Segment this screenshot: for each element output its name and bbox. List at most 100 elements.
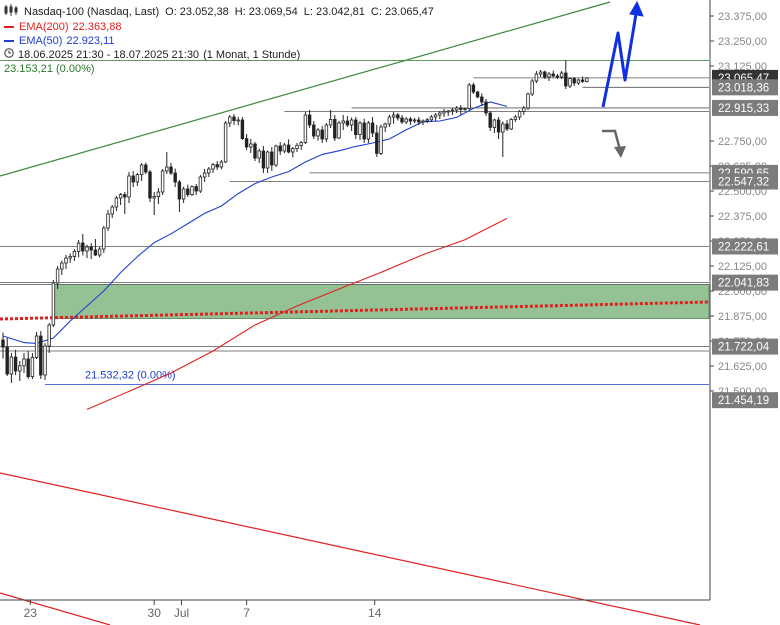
candle — [236, 117, 240, 125]
candle-body-up — [446, 110, 450, 113]
candle — [72, 249, 77, 261]
candle — [471, 82, 476, 94]
candle-body-up — [30, 356, 35, 377]
candle — [341, 115, 345, 130]
candle-body-down — [5, 346, 9, 375]
candle-body-down — [551, 73, 555, 77]
candle-body-down — [555, 75, 560, 78]
candle — [207, 167, 211, 177]
candle — [265, 150, 270, 173]
close-value: C: 23.065,47 — [370, 6, 434, 18]
candle — [417, 117, 421, 125]
candle — [223, 121, 228, 163]
candle-body-up — [412, 119, 417, 122]
candle-body-down — [186, 188, 190, 195]
candle — [446, 110, 450, 116]
candle — [148, 170, 152, 202]
candle-body-up — [64, 257, 68, 264]
candle — [76, 240, 81, 258]
candle-body-down — [123, 194, 127, 198]
candle — [551, 70, 555, 78]
candle — [118, 193, 123, 205]
candle — [43, 343, 47, 380]
candle-body-down — [354, 119, 358, 136]
candle — [26, 351, 30, 379]
candle-body-up — [517, 111, 522, 118]
candle — [160, 169, 165, 195]
ref-legend: 23.153,21 (0.00%) — [4, 62, 440, 76]
candles-icon — [4, 4, 18, 20]
candle-body-down — [505, 123, 509, 130]
candle-body-up — [316, 129, 320, 137]
level-label-box — [712, 79, 778, 96]
candle-body-up — [223, 122, 228, 163]
price-levels-layer: 21.532,32 (0.00%) — [0, 59, 709, 385]
candle-body-up — [337, 122, 341, 139]
projection-down-line — [602, 129, 622, 151]
ref-label: 23.153,21 (0.00%) — [4, 63, 95, 75]
candle-body-up — [97, 248, 102, 256]
candle — [505, 120, 509, 131]
candle-body-up — [421, 120, 425, 123]
candle-body-up — [513, 116, 518, 120]
candle-body-up — [450, 109, 455, 112]
ema50-legend: EMA(50) 22.923,11 — [4, 34, 440, 48]
ema200-swatch — [4, 26, 14, 28]
candle-body-up — [110, 206, 114, 215]
candle-body-down — [345, 120, 350, 126]
candle — [156, 188, 161, 204]
candle-body-up — [358, 122, 362, 136]
candle — [547, 72, 551, 81]
low-value: L: 23.042,81 — [303, 6, 365, 18]
candle — [181, 186, 186, 203]
candle — [316, 128, 320, 141]
candle-body-up — [291, 148, 295, 153]
ema50-swatch — [4, 40, 14, 42]
candle-body-down — [173, 172, 177, 183]
candle-body-up — [509, 119, 513, 130]
candle — [34, 332, 39, 359]
candle-body-up — [299, 142, 303, 146]
candle — [396, 113, 400, 121]
time-tick-label: 23 — [24, 606, 38, 620]
level-label-box — [712, 173, 778, 190]
candle-body-up — [467, 84, 471, 110]
candle-body-down — [496, 119, 501, 133]
candle — [47, 323, 51, 353]
projection-arrows-layer — [601, 0, 644, 158]
candle — [421, 119, 425, 125]
level-label-box — [712, 392, 778, 409]
candle-body-up — [404, 118, 408, 123]
candle — [18, 361, 22, 381]
interval-label: (1 Monat, 1 Stunde) — [203, 49, 301, 61]
candle-body-up — [282, 144, 287, 152]
candle-body-up — [576, 79, 581, 84]
candle — [312, 121, 316, 139]
candle-body-down — [13, 356, 18, 372]
candle — [257, 148, 261, 163]
candle — [337, 120, 341, 139]
price-tick-label: 23.375,00 — [718, 11, 767, 23]
candle-body-up — [526, 93, 530, 109]
ohlc-row: Nasdaq-100 (Nasdaq, Last) O: 23.052,38 H… — [4, 4, 440, 20]
candle-body-up — [454, 107, 459, 111]
candle-body-up — [34, 335, 39, 358]
clock-icon — [4, 48, 14, 62]
candle — [370, 117, 375, 137]
candle-body-up — [118, 194, 123, 199]
level-label-text: 22.547,32 — [718, 177, 769, 189]
candle-body-down — [244, 138, 249, 148]
candle — [400, 115, 404, 124]
candle-body-up — [559, 72, 564, 78]
candle — [484, 99, 488, 116]
ema200-line — [86, 217, 508, 410]
candle-body-down — [312, 124, 316, 137]
candle-body-down — [26, 358, 30, 378]
candle-body-up — [211, 164, 215, 170]
candle — [349, 117, 354, 131]
candle-body-down — [286, 144, 291, 153]
candle — [480, 93, 484, 106]
candle-body-down — [89, 246, 93, 251]
candle-body-down — [270, 151, 274, 166]
